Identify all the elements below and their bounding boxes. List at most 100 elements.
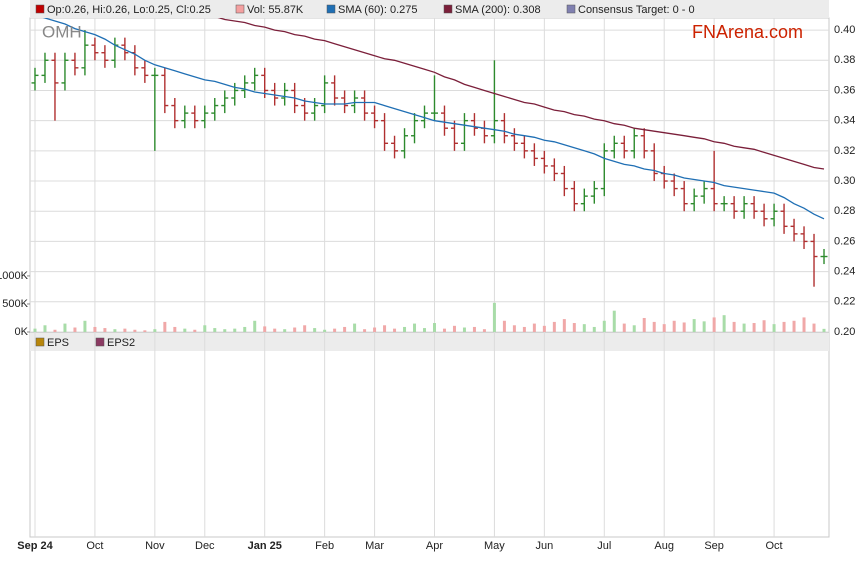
- volume-bar: [672, 320, 676, 332]
- ohlc-bar: [351, 90, 359, 114]
- grid: [30, 18, 829, 537]
- ohlc-bar: [680, 181, 688, 212]
- volume-bar: [572, 323, 576, 332]
- ohlc-bar: [650, 143, 658, 182]
- ohlc-bar: [121, 37, 129, 61]
- ohlc-bar: [361, 90, 369, 121]
- volume-bar: [383, 325, 387, 332]
- annotations: OMH FNArena.com: [42, 22, 803, 42]
- ohlc-bar: [550, 158, 558, 182]
- volume-bar: [722, 315, 726, 332]
- volume-bar: [403, 326, 407, 332]
- volume-bar: [802, 317, 806, 332]
- legend-swatch: [326, 4, 336, 14]
- ohlc-bar: [780, 203, 788, 234]
- volume-bar: [502, 320, 506, 332]
- volume-bar: [133, 329, 137, 332]
- ohlc-bar: [211, 98, 219, 121]
- y-tick-label: 0.20: [834, 326, 855, 338]
- ohlc-bar: [31, 67, 39, 91]
- volume-bar: [153, 329, 157, 332]
- volume-bar: [762, 320, 766, 332]
- volume-bar: [173, 326, 177, 332]
- volume-bar: [423, 328, 427, 332]
- sma-line: [42, 18, 825, 220]
- y-tick-label: 0.32: [834, 145, 855, 157]
- volume-bar: [462, 327, 466, 332]
- x-tick-label: Apr: [426, 540, 443, 552]
- y-tick-label: 0.40: [834, 24, 855, 36]
- volume-bar: [273, 328, 277, 332]
- volume-bar: [782, 321, 786, 332]
- ohlc-bar: [530, 143, 538, 166]
- volume-bar: [652, 321, 656, 332]
- volume-bar: [393, 328, 397, 332]
- ohlc-bar: [590, 181, 598, 204]
- volume-bar: [33, 328, 37, 332]
- ohlc-bar: [341, 90, 349, 114]
- ohlc-bar: [91, 37, 99, 61]
- y-tick-label: 0.38: [834, 54, 855, 66]
- ohlc-bar: [570, 181, 578, 212]
- x-tick-label: Oct: [86, 540, 103, 552]
- ohlc-bar: [760, 203, 768, 227]
- volume-bar: [103, 328, 107, 332]
- ohlc-bar: [450, 120, 458, 151]
- ohlc-bar: [820, 248, 828, 265]
- volume-bar: [203, 325, 207, 332]
- ohlc-bar: [710, 150, 718, 212]
- ohlc-bar: [371, 105, 379, 129]
- volume-bar: [253, 320, 257, 332]
- volume-bar: [233, 328, 237, 332]
- volume-bar: [283, 329, 287, 332]
- x-tick-label: Sep 24: [17, 540, 53, 552]
- volume-bar: [662, 324, 666, 332]
- legend-label: Consensus Target: 0 - 0: [578, 4, 695, 16]
- volume-bar: [413, 323, 417, 332]
- ohlc-bar: [540, 150, 548, 174]
- volume-bar: [343, 326, 347, 332]
- legend-label: Op:0.26, Hi:0.26, Lo:0.25, Cl:0.25: [47, 4, 211, 16]
- legend-label: EPS: [47, 337, 69, 349]
- watermark: FNArena.com: [692, 22, 803, 42]
- volume-bar: [163, 321, 167, 332]
- ohlc-bar: [411, 113, 419, 144]
- volume-bar: [442, 328, 446, 332]
- volume-bar: [692, 319, 696, 332]
- ohlc-bar: [720, 196, 728, 212]
- x-tick-label: Oct: [766, 540, 783, 552]
- ohlc-bar: [141, 60, 149, 83]
- volume-bar: [622, 323, 626, 332]
- legend-swatch: [566, 4, 576, 14]
- x-tick-label: Feb: [315, 540, 334, 552]
- ohlc-bar: [271, 82, 279, 106]
- ohlc-bar: [520, 135, 528, 159]
- ohlc-bar: [470, 113, 478, 136]
- ohlc-bar: [201, 105, 209, 129]
- ohlc-bar: [770, 203, 778, 227]
- volume-bar: [243, 326, 247, 332]
- ohlc-bar: [301, 98, 309, 121]
- y-tick-label: 0.34: [834, 115, 855, 127]
- y-tick-label: 0.30: [834, 175, 855, 187]
- volume-bar: [63, 323, 67, 332]
- volume-bar: [742, 323, 746, 332]
- sma-line: [217, 18, 825, 170]
- legend-label: EPS2: [107, 337, 135, 349]
- ohlc-bar: [810, 233, 818, 287]
- ohlc-bar: [750, 196, 758, 219]
- volume-bar: [582, 324, 586, 332]
- ohlc-bar: [600, 143, 608, 197]
- volume-bar: [452, 325, 456, 332]
- ohlc-bar: [391, 135, 399, 159]
- y-tick-label: 0.22: [834, 296, 855, 308]
- plot: [31, 18, 828, 332]
- ohlc-bar: [191, 105, 199, 129]
- ohlc-bar: [71, 52, 79, 76]
- volume-bar: [193, 329, 197, 332]
- ohlc-bar: [331, 75, 339, 106]
- ohlc-bar: [61, 52, 69, 91]
- volume-bar: [522, 326, 526, 332]
- ohlc-bar: [740, 196, 748, 219]
- ohlc-bar: [241, 75, 249, 99]
